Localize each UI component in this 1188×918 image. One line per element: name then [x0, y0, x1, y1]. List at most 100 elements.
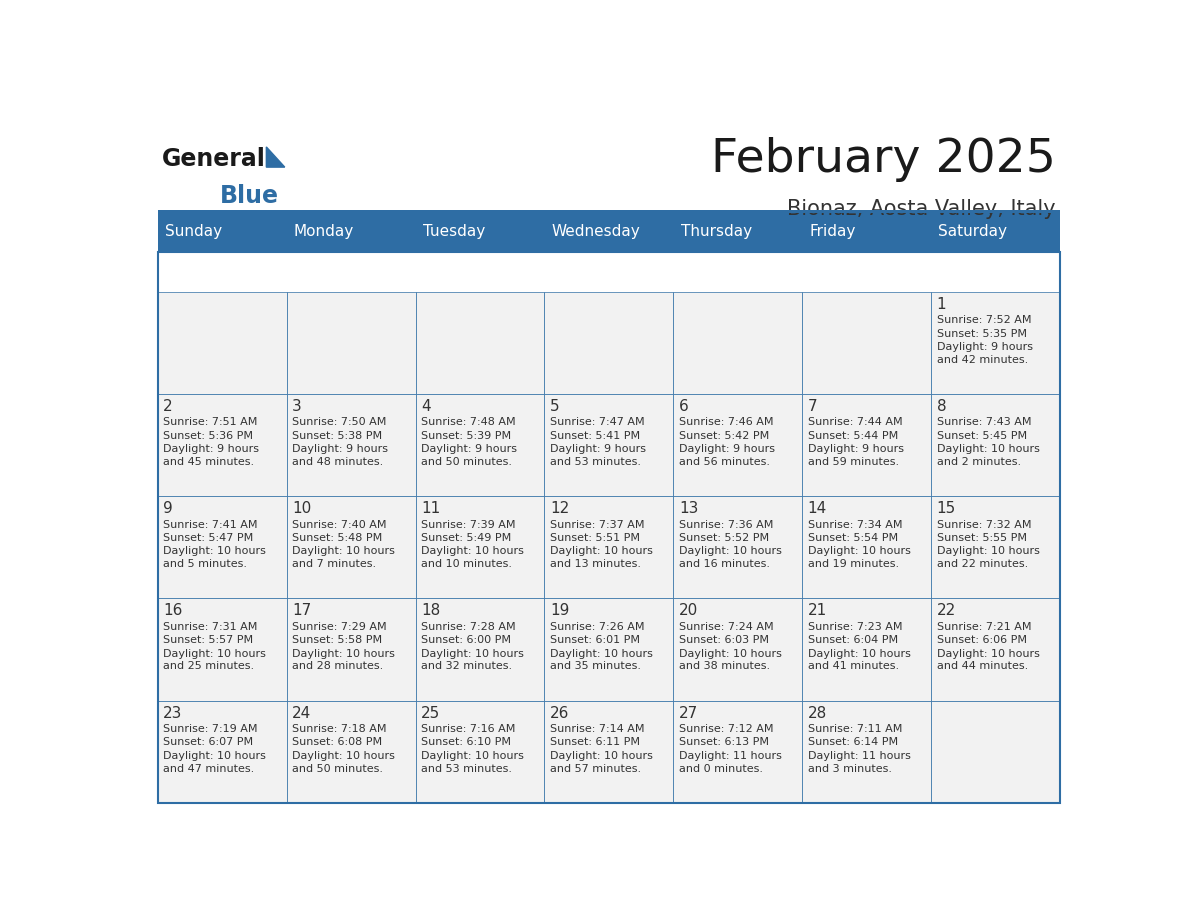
- Bar: [931, 599, 1060, 700]
- Bar: [158, 210, 1060, 213]
- Text: Sunset: 6:00 PM: Sunset: 6:00 PM: [421, 635, 511, 645]
- Text: 21: 21: [808, 603, 827, 619]
- Text: Sunrise: 7:46 AM: Sunrise: 7:46 AM: [678, 418, 773, 428]
- Text: and 38 minutes.: and 38 minutes.: [678, 661, 770, 671]
- Text: 17: 17: [292, 603, 311, 619]
- Text: and 48 minutes.: and 48 minutes.: [292, 457, 384, 467]
- Text: Sunset: 6:01 PM: Sunset: 6:01 PM: [550, 635, 640, 645]
- Text: Sunset: 6:03 PM: Sunset: 6:03 PM: [678, 635, 769, 645]
- Text: Daylight: 10 hours: Daylight: 10 hours: [292, 649, 394, 658]
- Bar: [286, 497, 416, 599]
- Text: Daylight: 10 hours: Daylight: 10 hours: [421, 546, 524, 556]
- Text: Daylight: 9 hours: Daylight: 9 hours: [550, 444, 646, 454]
- Text: Daylight: 10 hours: Daylight: 10 hours: [550, 751, 652, 761]
- Text: 16: 16: [163, 603, 183, 619]
- Text: Sunrise: 7:50 AM: Sunrise: 7:50 AM: [292, 418, 386, 428]
- Text: Sunset: 5:38 PM: Sunset: 5:38 PM: [292, 431, 383, 441]
- Text: Sunset: 5:44 PM: Sunset: 5:44 PM: [808, 431, 898, 441]
- Text: Sunset: 6:13 PM: Sunset: 6:13 PM: [678, 737, 769, 747]
- Bar: [416, 292, 544, 394]
- Text: Daylight: 10 hours: Daylight: 10 hours: [678, 546, 782, 556]
- Text: Daylight: 10 hours: Daylight: 10 hours: [678, 649, 782, 658]
- Text: Sunset: 6:14 PM: Sunset: 6:14 PM: [808, 737, 898, 747]
- Bar: [158, 599, 286, 700]
- Text: February 2025: February 2025: [710, 137, 1055, 182]
- Text: Sunset: 5:51 PM: Sunset: 5:51 PM: [550, 533, 640, 543]
- Bar: [802, 292, 931, 394]
- Bar: [158, 292, 286, 394]
- Bar: [674, 700, 802, 803]
- Text: Daylight: 10 hours: Daylight: 10 hours: [808, 649, 910, 658]
- Text: Sunset: 5:57 PM: Sunset: 5:57 PM: [163, 635, 253, 645]
- Text: Daylight: 10 hours: Daylight: 10 hours: [163, 546, 266, 556]
- Text: Daylight: 10 hours: Daylight: 10 hours: [163, 751, 266, 761]
- Text: Sunset: 5:45 PM: Sunset: 5:45 PM: [936, 431, 1026, 441]
- Text: Sunrise: 7:51 AM: Sunrise: 7:51 AM: [163, 418, 258, 428]
- Text: and 2 minutes.: and 2 minutes.: [936, 457, 1020, 467]
- Text: 28: 28: [808, 706, 827, 721]
- Bar: [931, 497, 1060, 599]
- Bar: [674, 394, 802, 497]
- Text: 26: 26: [550, 706, 569, 721]
- Text: Sunrise: 7:29 AM: Sunrise: 7:29 AM: [292, 621, 387, 632]
- Text: Sunset: 6:10 PM: Sunset: 6:10 PM: [421, 737, 511, 747]
- Bar: [286, 394, 416, 497]
- Text: and 42 minutes.: and 42 minutes.: [936, 354, 1028, 364]
- Bar: [416, 497, 544, 599]
- Text: 11: 11: [421, 501, 441, 516]
- Text: Sunset: 5:58 PM: Sunset: 5:58 PM: [292, 635, 383, 645]
- Text: Sunrise: 7:31 AM: Sunrise: 7:31 AM: [163, 621, 258, 632]
- Text: Sunrise: 7:18 AM: Sunrise: 7:18 AM: [292, 724, 386, 734]
- Text: Sunrise: 7:40 AM: Sunrise: 7:40 AM: [292, 520, 386, 530]
- Bar: [802, 497, 931, 599]
- Text: Monday: Monday: [293, 224, 354, 239]
- Text: Daylight: 10 hours: Daylight: 10 hours: [292, 751, 394, 761]
- Text: Sunrise: 7:52 AM: Sunrise: 7:52 AM: [936, 315, 1031, 325]
- Bar: [544, 599, 674, 700]
- Text: Daylight: 9 hours: Daylight: 9 hours: [678, 444, 775, 454]
- Text: Sunrise: 7:24 AM: Sunrise: 7:24 AM: [678, 621, 773, 632]
- Text: Sunday: Sunday: [165, 224, 222, 239]
- Text: Sunset: 6:08 PM: Sunset: 6:08 PM: [292, 737, 383, 747]
- Text: 4: 4: [421, 399, 431, 414]
- Text: and 50 minutes.: and 50 minutes.: [421, 457, 512, 467]
- Text: Sunrise: 7:43 AM: Sunrise: 7:43 AM: [936, 418, 1031, 428]
- Text: Daylight: 10 hours: Daylight: 10 hours: [163, 649, 266, 658]
- Text: Sunset: 6:07 PM: Sunset: 6:07 PM: [163, 737, 253, 747]
- Text: and 44 minutes.: and 44 minutes.: [936, 661, 1028, 671]
- Polygon shape: [266, 147, 285, 167]
- Bar: [544, 394, 674, 497]
- Bar: [158, 211, 1060, 252]
- Text: Saturday: Saturday: [939, 224, 1007, 239]
- Text: Sunrise: 7:36 AM: Sunrise: 7:36 AM: [678, 520, 773, 530]
- Text: Daylight: 10 hours: Daylight: 10 hours: [550, 649, 652, 658]
- Text: 15: 15: [936, 501, 956, 516]
- Text: Sunrise: 7:26 AM: Sunrise: 7:26 AM: [550, 621, 644, 632]
- Bar: [158, 252, 1060, 803]
- Text: Sunset: 6:06 PM: Sunset: 6:06 PM: [936, 635, 1026, 645]
- Text: 24: 24: [292, 706, 311, 721]
- Text: and 3 minutes.: and 3 minutes.: [808, 764, 892, 774]
- Text: and 53 minutes.: and 53 minutes.: [550, 457, 640, 467]
- Text: and 7 minutes.: and 7 minutes.: [292, 559, 377, 569]
- Text: 10: 10: [292, 501, 311, 516]
- Text: and 50 minutes.: and 50 minutes.: [292, 764, 383, 774]
- Text: Sunset: 5:39 PM: Sunset: 5:39 PM: [421, 431, 511, 441]
- Bar: [286, 599, 416, 700]
- Text: Daylight: 10 hours: Daylight: 10 hours: [292, 546, 394, 556]
- Bar: [802, 394, 931, 497]
- Text: Sunrise: 7:12 AM: Sunrise: 7:12 AM: [678, 724, 773, 734]
- Text: Blue: Blue: [220, 185, 279, 208]
- Text: 1: 1: [936, 297, 947, 312]
- Text: 19: 19: [550, 603, 569, 619]
- Text: and 10 minutes.: and 10 minutes.: [421, 559, 512, 569]
- Text: 25: 25: [421, 706, 441, 721]
- Text: 20: 20: [678, 603, 699, 619]
- Text: Sunrise: 7:48 AM: Sunrise: 7:48 AM: [421, 418, 516, 428]
- Text: Daylight: 11 hours: Daylight: 11 hours: [808, 751, 910, 761]
- Text: Sunset: 5:47 PM: Sunset: 5:47 PM: [163, 533, 253, 543]
- Text: Sunset: 5:49 PM: Sunset: 5:49 PM: [421, 533, 511, 543]
- Text: 12: 12: [550, 501, 569, 516]
- Text: 6: 6: [678, 399, 689, 414]
- Text: Sunset: 5:36 PM: Sunset: 5:36 PM: [163, 431, 253, 441]
